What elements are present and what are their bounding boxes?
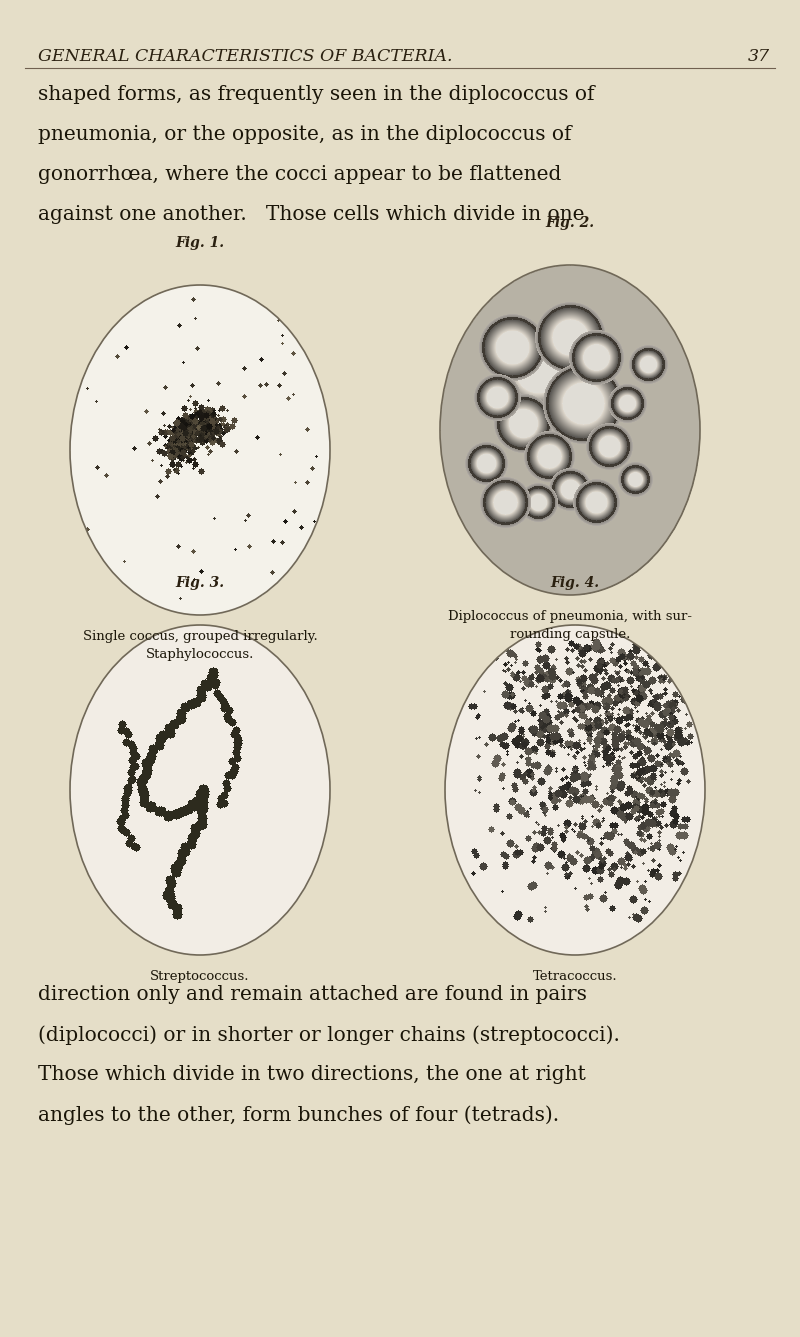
- Text: Fig. 4.: Fig. 4.: [550, 576, 599, 590]
- Text: Staphylococcus.: Staphylococcus.: [146, 648, 254, 660]
- Text: GENERAL CHARACTERISTICS OF BACTERIA.: GENERAL CHARACTERISTICS OF BACTERIA.: [38, 48, 453, 66]
- Text: rounding capsule.: rounding capsule.: [510, 628, 630, 640]
- Text: against one another.   Those cells which divide in one: against one another. Those cells which d…: [38, 205, 585, 225]
- Text: (diplococci) or in shorter or longer chains (streptococci).: (diplococci) or in shorter or longer cha…: [38, 1025, 620, 1044]
- Text: Tetracoccus.: Tetracoccus.: [533, 971, 618, 983]
- Text: gonorrhœa, where the cocci appear to be flattened: gonorrhœa, where the cocci appear to be …: [38, 164, 562, 185]
- Text: 37: 37: [748, 48, 770, 66]
- Text: Those which divide in two directions, the one at right: Those which divide in two directions, th…: [38, 1066, 586, 1084]
- Text: Fig. 1.: Fig. 1.: [175, 237, 225, 250]
- Text: Fig. 2.: Fig. 2.: [546, 217, 594, 230]
- Text: Streptococcus.: Streptococcus.: [150, 971, 250, 983]
- Text: angles to the other, form bunches of four (tetrads).: angles to the other, form bunches of fou…: [38, 1104, 559, 1124]
- Text: Diplococcus of pneumonia, with sur-: Diplococcus of pneumonia, with sur-: [448, 610, 692, 623]
- Text: shaped forms, as frequently seen in the diplococcus of: shaped forms, as frequently seen in the …: [38, 86, 594, 104]
- Text: Single coccus, grouped irregularly.: Single coccus, grouped irregularly.: [82, 630, 318, 643]
- Text: direction only and remain attached are found in pairs: direction only and remain attached are f…: [38, 985, 587, 1004]
- Text: Fig. 3.: Fig. 3.: [175, 576, 225, 590]
- Text: pneumonia, or the opposite, as in the diplococcus of: pneumonia, or the opposite, as in the di…: [38, 124, 571, 144]
